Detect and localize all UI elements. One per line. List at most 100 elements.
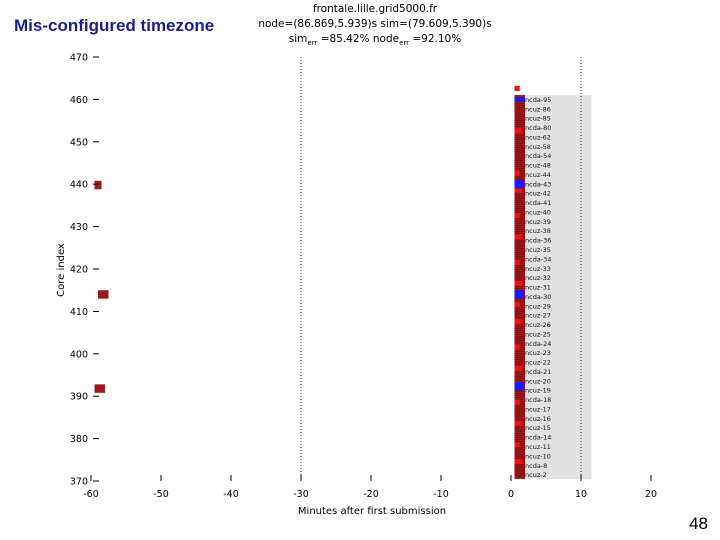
- x-tick-label: -30: [293, 489, 309, 500]
- node-label: ncuz-2: [525, 471, 547, 479]
- job-patch: [514, 213, 520, 219]
- sim-error-value: =85.42%: [317, 33, 373, 45]
- job-patch: [514, 170, 520, 176]
- x-tick-label: 0: [508, 489, 514, 500]
- job-patch: [514, 365, 523, 371]
- blue-job: [514, 382, 525, 391]
- early-job: [94, 180, 102, 190]
- node-label: ncuz-27: [525, 312, 551, 320]
- node-label: ncda-14: [525, 434, 551, 442]
- node-label: ncuz-38: [525, 227, 551, 235]
- node-label: ncuz-26: [525, 321, 551, 329]
- node-label: ncuz-20: [525, 377, 551, 385]
- node-label: ncda-54: [525, 152, 551, 160]
- y-tick-label: 470: [70, 53, 88, 64]
- sim-subscript: err: [307, 39, 318, 48]
- node-label: ncuz-39: [525, 218, 551, 226]
- node-label: ncuz-10: [525, 452, 551, 460]
- node-label: ncuz-29: [525, 302, 551, 310]
- node-label: ncuz-23: [525, 349, 551, 357]
- node-error-value: =92.10%: [409, 33, 462, 45]
- node-label: node: [372, 33, 400, 45]
- y-tick-label: 380: [70, 434, 88, 445]
- node-label: ncuz-35: [525, 246, 551, 254]
- node-label: ncda-30: [525, 293, 551, 301]
- node-label: ncuz-44: [525, 171, 551, 179]
- y-tick-label: 400: [70, 349, 88, 360]
- y-tick-label: 420: [70, 265, 88, 276]
- node-subscript: err: [399, 39, 410, 48]
- job-patch: [514, 344, 520, 350]
- job-patch: [514, 85, 520, 91]
- node-label: ncda-43: [525, 180, 551, 188]
- node-label: ncuz-42: [525, 190, 551, 198]
- x-axis-label: Minutes after first submission: [298, 506, 446, 517]
- node-label: ncda-18: [525, 396, 551, 404]
- job-patch: [514, 458, 523, 465]
- y-axis-label: Core index: [56, 243, 67, 297]
- node-label: ncda-34: [525, 255, 551, 263]
- x-tick-label: -20: [363, 489, 379, 500]
- node-label: ncuz-85: [525, 115, 551, 123]
- node-label: ncuz-15: [525, 424, 551, 432]
- background-band-layer: [514, 95, 592, 479]
- node-label: ncda-41: [525, 199, 551, 207]
- page-number: 48: [689, 514, 708, 533]
- host-name: frontale.lille.grid5000.fr: [312, 3, 438, 15]
- node-label: ncda-80: [525, 124, 551, 132]
- node-label: ncuz-11: [525, 443, 551, 451]
- x-tick-label: 20: [645, 489, 657, 500]
- y-tick-label: 390: [70, 392, 88, 403]
- node-label: ncda-95: [525, 96, 551, 104]
- jobs-layer: [94, 85, 525, 479]
- blue-job: [514, 290, 525, 299]
- y-tick-label: 430: [70, 222, 88, 233]
- node-label: ncuz-62: [525, 133, 551, 141]
- node-label: ncda-36: [525, 237, 551, 245]
- node-label: ncuz-25: [525, 330, 551, 338]
- early-job: [94, 384, 105, 393]
- job-patch: [514, 399, 520, 405]
- node-label: ncuz-19: [525, 387, 551, 395]
- y-tick-label: 370: [70, 477, 88, 488]
- node-label: ncuz-86: [525, 105, 551, 113]
- early-job: [98, 290, 109, 299]
- job-patch: [514, 259, 520, 265]
- slide-title: Mis-configured timezone: [14, 16, 215, 35]
- background-band: [514, 95, 592, 479]
- node-label: ncuz-40: [525, 208, 551, 216]
- blue-job: [514, 179, 525, 189]
- chart-header: frontale.lille.grid5000.fr node=(86.869,…: [250, 2, 500, 51]
- node-label: ncda-8: [525, 462, 547, 470]
- node-label: ncuz-58: [525, 143, 551, 151]
- x-tick-label: 10: [575, 489, 587, 500]
- job-patch: [514, 302, 520, 308]
- y-tick-label: 450: [70, 137, 88, 148]
- node-label: ncuz-31: [525, 284, 551, 292]
- job-block: [514, 95, 525, 479]
- x-tick-label: -40: [223, 489, 239, 500]
- job-patch: [514, 420, 523, 426]
- node-label: ncuz-48: [525, 162, 551, 170]
- node-label: ncda-21: [525, 368, 551, 376]
- x-tick-label: -10: [433, 489, 449, 500]
- node-label: ncuz-32: [525, 274, 551, 282]
- node-label: ncuz-16: [525, 415, 551, 423]
- x-tick-label: -50: [153, 489, 169, 500]
- node-label: ncuz-33: [525, 265, 551, 273]
- x-tick-label: -60: [83, 489, 99, 500]
- job-patch: [514, 234, 523, 240]
- job-patch: [514, 441, 520, 448]
- stats-line: node=(86.869,5.939)s sim=(79.609,5.390)s: [258, 18, 492, 30]
- y-tick-label: 410: [70, 307, 88, 318]
- node-label: ncuz-22: [525, 359, 551, 367]
- error-line: simerr =85.42% nodeerr =92.10%: [250, 32, 500, 51]
- y-axis: 370 380 390 400 410 420 430 440 450 460 470: [70, 53, 99, 488]
- node-label: ncuz-17: [525, 405, 551, 413]
- node-label: ncda-24: [525, 340, 551, 348]
- job-patch: [514, 319, 523, 325]
- x-axis: -60 -50 -40 -30 -20 -10 0 10 20: [83, 475, 657, 500]
- job-patch: [514, 187, 523, 193]
